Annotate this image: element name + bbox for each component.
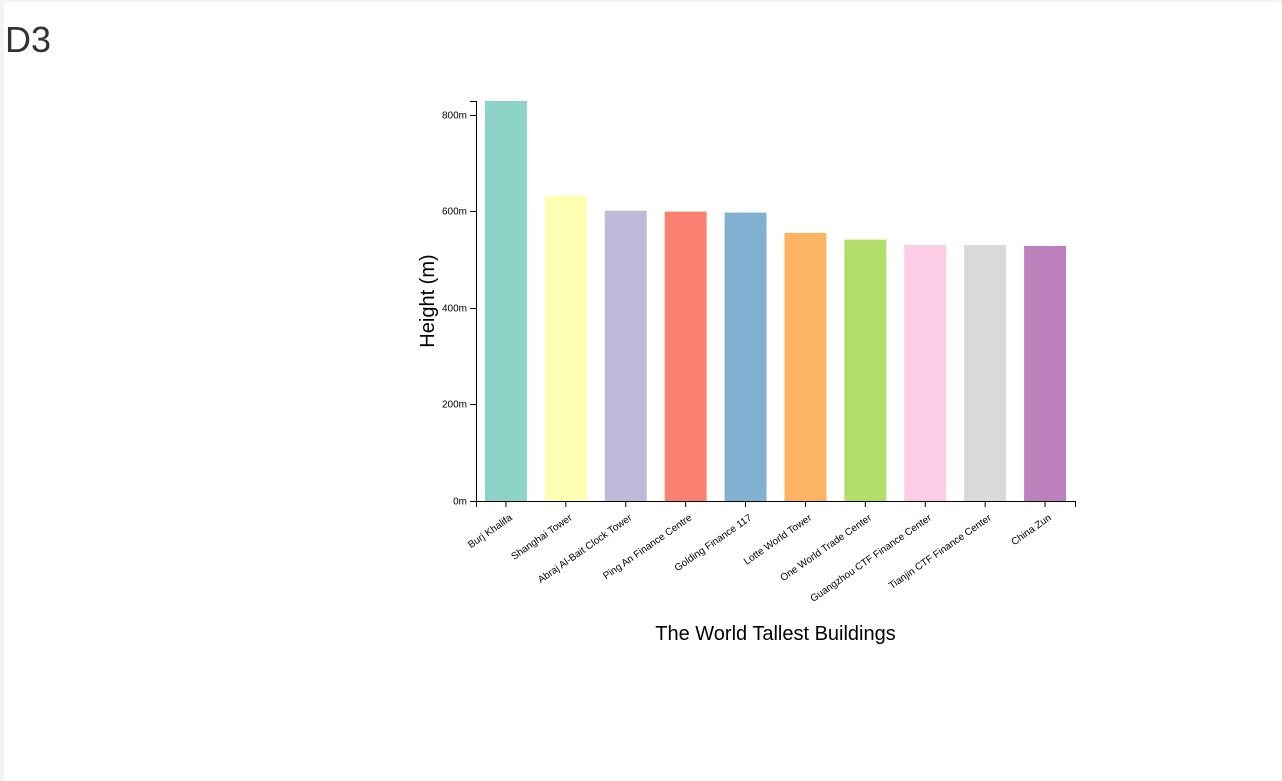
y-tick-label-0: 0m bbox=[453, 497, 467, 508]
y-axis-line bbox=[470, 101, 477, 502]
y-tick-label-4: 800m bbox=[442, 111, 467, 122]
x-tick-label-2: Abraj Al-Bait Clock Tower bbox=[536, 512, 635, 586]
bar-2 bbox=[604, 210, 647, 501]
bar-5 bbox=[784, 232, 827, 501]
page-title: D3 bbox=[5, 19, 52, 60]
y-tick-label-2: 400m bbox=[442, 304, 467, 315]
bar-8 bbox=[964, 244, 1007, 501]
bar-chart: 0m 200m 400m 600m 800m Burj KhalifaShanghai … bbox=[417, 101, 1076, 645]
x-tick-label-7: Guangzhou CTF Finance Center bbox=[809, 512, 935, 605]
x-axis-title: The World Tallest Buildings bbox=[655, 623, 896, 645]
y-tick-label-1: 200m bbox=[442, 400, 467, 411]
bars-group bbox=[484, 101, 1067, 501]
bar-7 bbox=[904, 244, 947, 501]
x-tick-label-0: Burj Khalifa bbox=[466, 512, 515, 551]
x-axis-line bbox=[476, 501, 1076, 507]
bar-0 bbox=[484, 101, 527, 501]
x-tick-label-1: Shanghai Tower bbox=[510, 512, 575, 562]
bar-1 bbox=[544, 195, 587, 501]
x-tick-label-8: Tianjin CTF Finance Center bbox=[887, 512, 994, 592]
bar-4 bbox=[724, 212, 767, 501]
y-axis: 0m 200m 400m 600m 800m bbox=[442, 101, 477, 508]
x-tick-label-9: China Zun bbox=[1010, 513, 1054, 548]
y-tick-label-3: 600m bbox=[442, 207, 467, 218]
page-container: D3 0m 200m 400m 600m 800m Burj Khalifa Shangh… bbox=[4, 2, 1282, 781]
y-axis-title: Height (m) bbox=[417, 254, 439, 347]
bar-3 bbox=[664, 211, 707, 501]
bar-9 bbox=[1024, 245, 1067, 501]
bar-6 bbox=[844, 239, 887, 501]
